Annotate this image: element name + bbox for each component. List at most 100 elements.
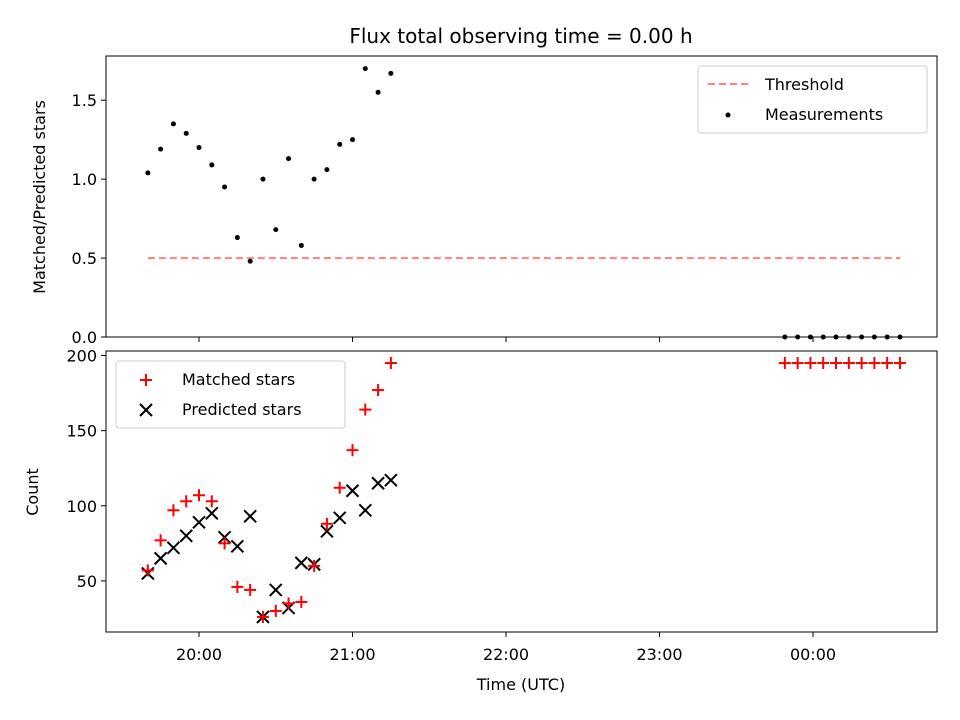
predicted-point bbox=[243, 509, 257, 524]
predicted-point-b bbox=[243, 509, 257, 524]
predicted-point bbox=[333, 511, 347, 525]
predicted-point-b bbox=[192, 515, 206, 530]
legend-predicted-marker-b bbox=[139, 403, 153, 417]
count-y-axis-label: Count bbox=[23, 468, 42, 516]
predicted-point-b bbox=[230, 539, 245, 554]
measurement-point bbox=[311, 176, 317, 182]
chart-title: Flux total observing time = 0.00 h bbox=[349, 24, 692, 48]
predicted-point-b bbox=[371, 476, 385, 490]
measurement-point bbox=[196, 145, 202, 151]
predicted-point bbox=[217, 530, 232, 545]
predicted-point bbox=[166, 541, 181, 555]
matched-point bbox=[842, 357, 855, 370]
predicted-point bbox=[345, 484, 360, 498]
ratio-legend: Threshold Measurements bbox=[697, 65, 928, 134]
predicted-point-b bbox=[217, 530, 232, 545]
legend-matched-marker bbox=[140, 374, 152, 386]
matched-point bbox=[893, 357, 906, 370]
matched-point bbox=[830, 357, 843, 370]
predicted-point bbox=[192, 515, 206, 530]
count-y-tick-label: 200 bbox=[66, 347, 97, 366]
predicted-point bbox=[320, 524, 334, 539]
measurement-point bbox=[145, 170, 151, 176]
predicted-point bbox=[371, 476, 385, 490]
matched-point bbox=[167, 504, 180, 517]
predicted-point-b bbox=[294, 556, 309, 570]
measurement-point bbox=[273, 227, 279, 233]
count-legend: Matched stars Predicted stars bbox=[115, 360, 346, 429]
predicted-point bbox=[269, 583, 283, 597]
count-y-tick-label: 150 bbox=[66, 422, 97, 441]
measurement-point bbox=[158, 146, 164, 152]
matched-point bbox=[855, 357, 868, 370]
matched-point bbox=[868, 357, 881, 370]
legend-matched-swatch bbox=[140, 374, 152, 386]
matched-point bbox=[141, 564, 154, 577]
count-legend-box bbox=[115, 360, 346, 429]
matched-point bbox=[359, 403, 372, 416]
measurement-point bbox=[350, 137, 355, 143]
predicted-point-b bbox=[345, 484, 360, 498]
matched-point bbox=[295, 595, 308, 608]
matched-point bbox=[244, 583, 257, 596]
legend-predicted-marker bbox=[139, 403, 153, 417]
matched-point bbox=[180, 495, 193, 508]
predicted-point-b bbox=[384, 473, 398, 487]
matched-point bbox=[205, 495, 218, 508]
legend-measurements-swatch bbox=[725, 112, 731, 118]
ratio-y-tick-label: 1.5 bbox=[72, 91, 97, 110]
predicted-point-b bbox=[320, 524, 334, 539]
predicted-point bbox=[205, 506, 219, 520]
count-x-tick-label: 00:00 bbox=[790, 645, 836, 664]
predicted-point bbox=[358, 503, 372, 517]
predicted-point-b bbox=[179, 529, 193, 543]
matched-point bbox=[346, 444, 359, 457]
predicted-point-b bbox=[166, 541, 181, 555]
measurement-point bbox=[247, 258, 253, 264]
predicted-point-b bbox=[269, 583, 283, 597]
count-x-tick-label: 23:00 bbox=[636, 645, 682, 664]
ratio-legend-box bbox=[697, 65, 928, 134]
matched-point bbox=[372, 384, 385, 397]
count-x-tick-label: 21:00 bbox=[329, 645, 375, 664]
predicted-point bbox=[230, 539, 245, 554]
measurement-point bbox=[337, 141, 343, 147]
matched-point bbox=[881, 357, 894, 370]
ratio-marks bbox=[145, 66, 903, 340]
measurement-point bbox=[209, 162, 215, 168]
predicted-point bbox=[153, 551, 168, 566]
count-y-tick-label: 50 bbox=[77, 572, 97, 591]
measurement-point bbox=[388, 70, 394, 76]
predicted-point-b bbox=[205, 506, 219, 520]
predicted-point-b bbox=[358, 503, 372, 517]
measurement-point bbox=[234, 235, 240, 241]
legend-matched-label: Matched stars bbox=[182, 370, 295, 389]
ratio-y-axis-label: Matched/Predicted stars bbox=[30, 100, 49, 294]
ratio-y-ticks: 0.0 0.5 1.0 1.5 bbox=[72, 91, 106, 347]
count-marks bbox=[141, 357, 906, 624]
ratio-x-ticks bbox=[198, 337, 814, 342]
matched-point bbox=[804, 357, 817, 370]
ratio-panel: 0.0 0.5 1.0 1.5 Matched/Predicted stars Thr… bbox=[30, 55, 938, 347]
legend-predicted-label: Predicted stars bbox=[182, 400, 302, 419]
measurement-point bbox=[170, 121, 176, 127]
measurement-point bbox=[183, 130, 189, 136]
count-x-tick-label: 20:00 bbox=[176, 645, 222, 664]
count-y-ticks: 50 100 150 200 bbox=[66, 347, 106, 591]
measurement-point bbox=[362, 66, 368, 72]
matched-point bbox=[269, 604, 282, 617]
ratio-y-tick-label: 0.0 bbox=[72, 328, 97, 347]
predicted-point bbox=[179, 529, 193, 543]
count-x-tick-label: 22:00 bbox=[483, 645, 529, 664]
matched-point bbox=[308, 559, 321, 572]
matched-point bbox=[384, 357, 397, 370]
matched-point bbox=[333, 481, 346, 494]
count-y-tick-label: 100 bbox=[66, 497, 97, 516]
matched-point bbox=[193, 489, 205, 502]
legend-predicted-swatch bbox=[139, 403, 153, 417]
predicted-point-b bbox=[333, 511, 347, 525]
predicted-point bbox=[294, 556, 309, 570]
matched-point bbox=[817, 357, 830, 370]
matched-point bbox=[154, 534, 167, 547]
